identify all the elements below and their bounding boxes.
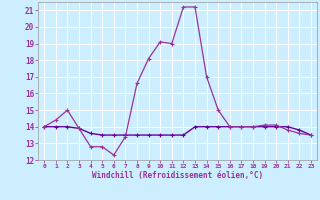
X-axis label: Windchill (Refroidissement éolien,°C): Windchill (Refroidissement éolien,°C) — [92, 171, 263, 180]
